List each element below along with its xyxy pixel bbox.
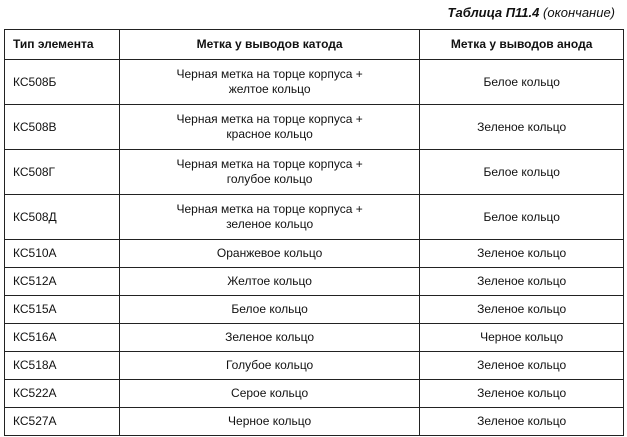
cathode-line: Белое кольцо (231, 302, 308, 316)
cathode-line: зеленое кольцо (226, 217, 314, 231)
cell-type: КС510А (4, 239, 120, 268)
header-type: Тип элемента (4, 29, 120, 60)
table-row: КС508В Черная метка на торце корпуса + кра… (4, 104, 624, 150)
table-caption-note: (окончание) (543, 5, 615, 20)
cell-cathode: Черная метка на торце корпуса + желтое ко… (118, 59, 421, 105)
table-row: КС508Д Черная метка на торце корпуса + зел… (4, 194, 624, 240)
marking-table: Тип элемента Метка у выводов катода Метк… (4, 29, 624, 436)
table-row: КС522А Серое кольцо Зеленое кольцо (4, 379, 624, 408)
table-row: КС516А Зеленое кольцо Черное кольцо (4, 323, 624, 352)
cell-cathode: Черная метка на торце корпуса + красное к… (118, 104, 421, 150)
cathode-line: желтое кольцо (228, 82, 311, 96)
cell-anode: Зеленое кольцо (419, 267, 624, 296)
cell-anode: Зеленое кольцо (419, 239, 624, 268)
cathode-line: красное кольцо (226, 127, 313, 141)
table-row: КС508Б Черная метка на торце корпуса + жел… (4, 59, 624, 105)
cell-cathode: Серое кольцо (118, 379, 421, 408)
cathode-line: Черная метка на торце корпуса + (176, 157, 363, 171)
cell-cathode: Голубое кольцо (118, 351, 421, 380)
cell-cathode: Черная метка на торце корпуса + зеленое к… (118, 194, 421, 240)
cathode-line: Оранжевое кольцо (216, 246, 323, 260)
cell-type: КС512А (4, 267, 120, 296)
table-row: КС508Г Черная метка на торце корпуса + гол… (4, 149, 624, 195)
cell-type: КС508Д (4, 194, 120, 240)
cathode-line: голубое кольцо (226, 172, 313, 186)
cell-anode: Белое кольцо (419, 59, 624, 105)
cathode-line: Зеленое кольцо (225, 330, 315, 344)
cathode-line: Желтое кольцо (227, 274, 312, 288)
cell-type: КС515А (4, 295, 120, 324)
cell-type: КС508Б (4, 59, 120, 105)
cell-type: КС508В (4, 104, 120, 150)
cell-cathode: Черное кольцо (118, 407, 421, 436)
cell-type: КС508Г (4, 149, 120, 195)
cell-anode: Зеленое кольцо (419, 379, 624, 408)
cell-cathode: Оранжевое кольцо (118, 239, 421, 268)
header-cathode: Метка у выводов катода (118, 29, 421, 60)
cell-cathode: Зеленое кольцо (118, 323, 421, 352)
table-caption-label: Таблица П11.4 (447, 5, 540, 20)
cathode-line: Черная метка на торце корпуса + (176, 202, 363, 216)
cell-type: КС518А (4, 351, 120, 380)
cell-anode: Белое кольцо (419, 149, 624, 195)
table-row: КС510А Оранжевое кольцо Зеленое кольцо (4, 239, 624, 268)
cell-anode: Зеленое кольцо (419, 295, 624, 324)
cell-anode: Зеленое кольцо (419, 104, 624, 150)
cell-anode: Зеленое кольцо (419, 407, 624, 436)
cell-cathode: Желтое кольцо (118, 267, 421, 296)
cathode-line: Черная метка на торце корпуса + (176, 112, 363, 126)
cell-type: КС522А (4, 379, 120, 408)
cell-anode: Зеленое кольцо (419, 351, 624, 380)
header-anode: Метка у выводов анода (419, 29, 624, 60)
table-row: КС527А Черное кольцо Зеленое кольцо (4, 407, 624, 436)
cathode-line: Голубое кольцо (225, 358, 314, 372)
table-row: КС515А Белое кольцо Зеленое кольцо (4, 295, 624, 324)
cell-anode: Черное кольцо (419, 323, 624, 352)
cell-cathode: Черная метка на торце корпуса + голубое к… (118, 149, 421, 195)
cathode-line: Черная метка на торце корпуса + (176, 67, 363, 81)
table-caption: Таблица П11.4 (окончание) (448, 5, 615, 20)
cell-type: КС527А (4, 407, 120, 436)
cell-type: КС516А (4, 323, 120, 352)
cathode-line: Черное кольцо (228, 414, 312, 428)
table-row: КС518А Голубое кольцо Зеленое кольцо (4, 351, 624, 380)
cathode-line: Серое кольцо (231, 386, 309, 400)
table-row: КС512А Желтое кольцо Зеленое кольцо (4, 267, 624, 296)
header-row: Тип элемента Метка у выводов катода Метк… (4, 29, 624, 60)
cell-cathode: Белое кольцо (118, 295, 421, 324)
cell-anode: Белое кольцо (419, 194, 624, 240)
